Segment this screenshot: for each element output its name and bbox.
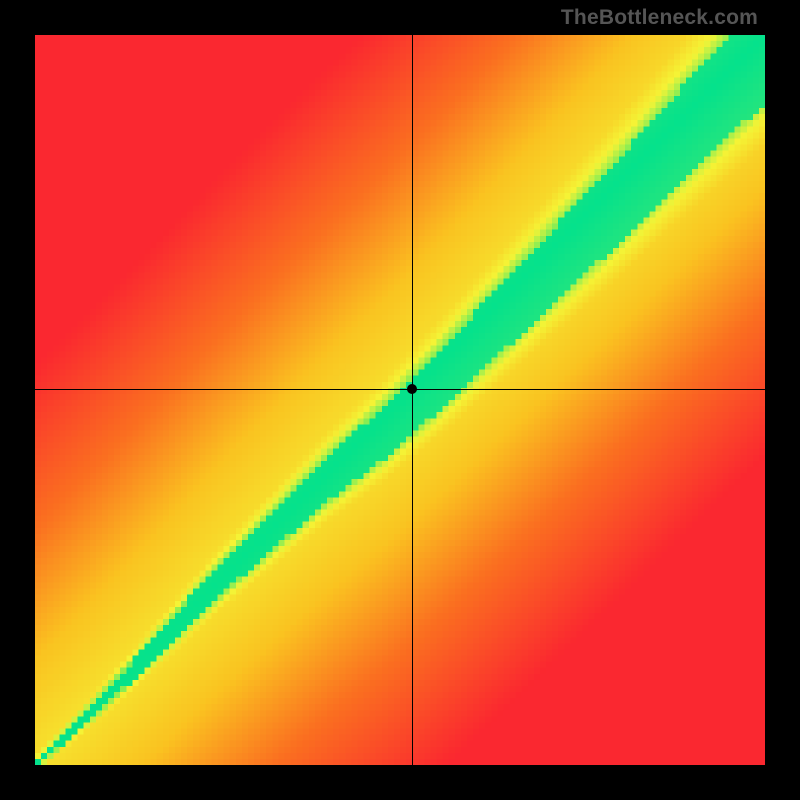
crosshair-dot xyxy=(407,384,417,394)
heatmap-canvas xyxy=(35,35,765,765)
heatmap-plot xyxy=(35,35,765,765)
watermark-text: TheBottleneck.com xyxy=(561,6,758,30)
crosshair-vertical xyxy=(412,35,413,765)
crosshair-horizontal xyxy=(35,389,765,390)
